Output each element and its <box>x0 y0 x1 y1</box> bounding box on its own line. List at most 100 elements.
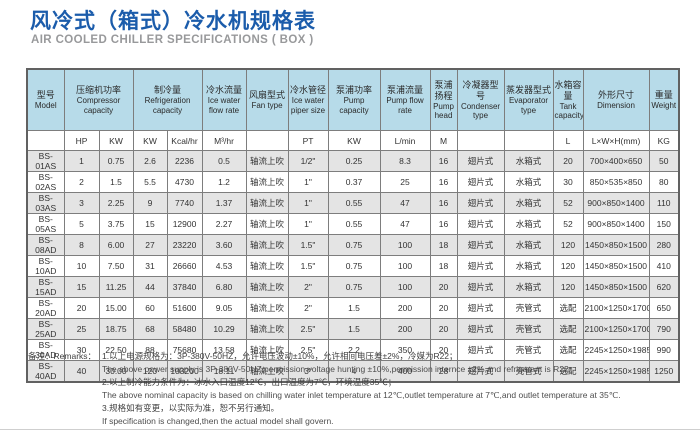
unit-row: HP KW KW Kcal/hr M³/hr PT KW L/min M L L×W×H(mm) KG <box>26 130 680 151</box>
data-cell: 2100×1250×1700 <box>582 297 650 319</box>
page-title: 风冷式（箱式）冷水机规格表 <box>30 10 316 33</box>
remark-line-zh: 2.以上制冷能力条件为：冰水入口温度12℃，出口温度为7℃，环境温度35℃； <box>102 377 397 387</box>
unit-cell: PT <box>287 130 329 151</box>
unit-cell: M³/hr <box>201 130 247 151</box>
data-cell: 990 <box>648 339 680 361</box>
data-cell: 2" <box>287 276 329 298</box>
data-cell: 12900 <box>166 213 203 235</box>
data-cell: 10 <box>63 255 100 277</box>
col-header-ice-water-flow: 冷水流量 Ice water flow rate <box>201 68 247 131</box>
unit-cell: KW <box>98 130 134 151</box>
remarks-label-en: Remarks： <box>53 351 97 361</box>
data-cell: 水箱式 <box>503 255 554 277</box>
data-cell: 轴流上吹 <box>245 276 289 298</box>
data-cell: 6.00 <box>98 234 134 256</box>
data-cell: 15 <box>132 213 168 235</box>
col-header-pump-capacity: 泵浦功率 Pump capacity <box>327 68 381 131</box>
data-cell: 1250 <box>648 360 680 383</box>
data-cell: 0.37 <box>327 171 381 193</box>
data-cell: 轴流上吹 <box>245 255 289 277</box>
unit-cell: KW <box>327 130 381 151</box>
remark-line-en: If specification is changed,then the act… <box>102 416 334 426</box>
data-cell: 0.75 <box>327 255 381 277</box>
data-cell: 60 <box>132 297 168 319</box>
model-cell: BS-03AS <box>26 192 65 214</box>
data-cell: 350 <box>379 339 431 361</box>
data-cell: 1450×850×1500 <box>582 255 650 277</box>
data-cell: 850×535×850 <box>582 171 650 193</box>
data-cell: 25 <box>379 171 431 193</box>
data-cell: 1.5" <box>287 255 329 277</box>
data-cell: 58480 <box>166 318 203 340</box>
data-cell: 轴流上吹 <box>245 297 289 319</box>
table-row: BS-05AS 5 3.75 15 12900 2.27 轴流上吹 1" 0.55 47 16 翅片式… <box>26 213 680 235</box>
data-cell: 650 <box>648 297 680 319</box>
data-cell: 选配 <box>552 318 584 340</box>
data-cell: 52 <box>552 192 584 214</box>
model-cell: BS-10AD <box>26 255 65 277</box>
data-cell: 轴流上吹 <box>245 192 289 214</box>
col-header-dimension: 外形尺寸 Dimension <box>582 68 650 131</box>
table-row: BS-10AD 10 7.50 31 26660 4.53 轴流上吹 1.5" 0.75 100 1… <box>26 255 680 277</box>
data-cell: 2100×1250×1700 <box>582 318 650 340</box>
model-cell: BS-40AD <box>26 360 65 383</box>
data-cell: 40 <box>63 360 100 383</box>
data-cell: 16 <box>429 171 458 193</box>
data-cell: 26660 <box>166 255 203 277</box>
data-cell: 2236 <box>166 150 203 172</box>
data-cell: 80 <box>648 171 680 193</box>
data-cell: 水箱式 <box>503 192 554 214</box>
data-cell: 壳管式 <box>503 339 554 361</box>
data-cell: 翅片式 <box>456 318 505 340</box>
data-cell: 翅片式 <box>456 234 505 256</box>
data-cell: 900×850×1400 <box>582 192 650 214</box>
data-cell: 1450×850×1500 <box>582 234 650 256</box>
data-cell: 8 <box>63 234 100 256</box>
data-cell: 轴流上吹 <box>245 150 289 172</box>
data-cell: 110 <box>648 192 680 214</box>
remarks: 备注：Remarks： 1.以上电源规格为：3P-380V-50HZ，允许电压波… <box>28 350 688 428</box>
data-cell: 20 <box>429 297 458 319</box>
col-header-fan-type: 风扇型式 Fan type <box>245 68 289 131</box>
data-cell: 700×400×650 <box>582 150 650 172</box>
model-cell: BS-05AS <box>26 213 65 235</box>
col-header-tank: 水箱容量 Tank capacity <box>552 68 584 131</box>
data-cell: 51600 <box>166 297 203 319</box>
data-cell: 翅片式 <box>456 150 505 172</box>
data-cell: 400 <box>379 360 431 383</box>
data-cell: 18 <box>429 234 458 256</box>
data-cell: 18 <box>429 255 458 277</box>
table-row: BS-20AD 20 15.00 60 51600 9.05 轴流上吹 2" 1.5 200 20 翅… <box>26 297 680 319</box>
data-cell: 水箱式 <box>503 150 554 172</box>
bottom-divider <box>0 429 700 430</box>
table-head: 型号 Model 压缩机功率 Compressor capacity 制冷量 Refrig… <box>26 68 680 151</box>
model-cell: BS-30AD <box>26 339 65 361</box>
data-cell: 2 <box>63 171 100 193</box>
data-cell: 200 <box>379 297 431 319</box>
data-cell: 轴流上吹 <box>245 234 289 256</box>
table-row: BS-03AS 3 2.25 9 7740 1.37 轴流上吹 1" 0.55 47 16 翅片式 水箱… <box>26 192 680 214</box>
data-cell: 20 <box>429 276 458 298</box>
data-cell: 6.80 <box>201 276 247 298</box>
data-cell: 0.5 <box>201 150 247 172</box>
data-cell: 16 <box>429 150 458 172</box>
remark-line-zh: 3.规格如有变更，以实际为准，恕不另行通知。 <box>102 403 280 413</box>
data-cell: 44 <box>132 276 168 298</box>
data-cell: 30 <box>63 339 100 361</box>
data-cell: 620 <box>648 276 680 298</box>
data-cell: 18.11 <box>201 360 247 383</box>
data-cell: 280 <box>648 234 680 256</box>
data-cell: 20 <box>63 297 100 319</box>
data-cell: 15 <box>63 276 100 298</box>
data-cell: 100 <box>379 276 431 298</box>
data-cell: 1.2 <box>201 171 247 193</box>
col-header-condenser: 冷凝器型号 Condenser type <box>456 68 505 131</box>
data-cell: 0.55 <box>327 192 381 214</box>
data-cell: 轴流上吹 <box>245 171 289 193</box>
remarks-label: 备注：Remarks： <box>28 350 102 363</box>
unit-cell: KW <box>132 130 168 151</box>
data-cell: 选配 <box>552 339 584 361</box>
data-cell: 200 <box>379 318 431 340</box>
data-cell: 2.2 <box>327 339 381 361</box>
table-row: BS-40AD 40 30.00 120 103200 18.11 轴流上吹 3" 4 400 28… <box>26 360 680 383</box>
